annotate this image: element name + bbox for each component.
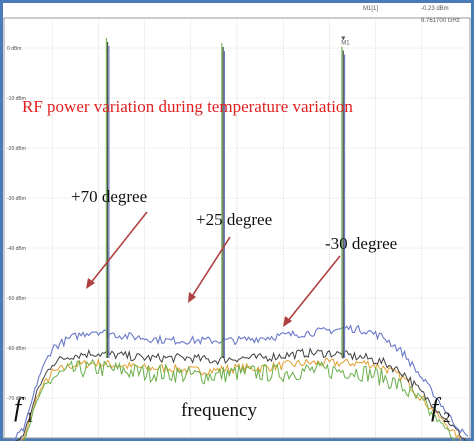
y-tick-label: -10 dBm: [7, 96, 26, 102]
carrier-layer: M1: [105, 36, 350, 358]
marker-tag: M1: [341, 41, 350, 47]
arrow-plus25: [190, 236, 231, 299]
arrow-plus70: [89, 211, 148, 285]
series-line-3: [23, 358, 456, 441]
x-start-letter: f: [14, 393, 25, 422]
y-tick-label: -60 dBm: [7, 346, 26, 352]
y-tick-label: -50 dBm: [7, 296, 26, 302]
y-tick-label: -70 dBm: [7, 396, 26, 402]
y-tick-labels: 0 dBm -10 dBm -20 dBm -30 dBm -40 dBm -50 dBm…: [7, 46, 26, 402]
annotation-minus30: -30 degree: [325, 234, 397, 253]
marker-label: M1[1]: [363, 6, 378, 12]
arrowhead-plus70: [86, 278, 95, 289]
series-line-2: [15, 347, 467, 441]
annotation-arrows: [86, 211, 341, 327]
y-tick-label: -30 dBm: [7, 196, 26, 202]
x-start-subscript: 1: [26, 410, 34, 426]
annotation-plus25: +25 degree: [196, 210, 272, 229]
series-line-1: [9, 323, 469, 441]
marker-level: -0.23 dBm: [421, 6, 449, 12]
y-tick-label: -40 dBm: [7, 246, 26, 252]
chart-title: RF power variation during temperature va…: [22, 97, 353, 116]
marker-frequency: 9.761700 GHz: [421, 18, 460, 24]
x-end-subscript: 2: [443, 410, 451, 426]
x-end-letter: f: [431, 393, 442, 422]
y-tick-label: -20 dBm: [7, 146, 26, 152]
series-line-4: [19, 357, 462, 441]
x-axis-label: frequency: [181, 400, 257, 421]
arrowhead-minus30: [283, 316, 292, 327]
y-tick-label: 0 dBm: [7, 46, 21, 52]
annotation-plus70: +70 degree: [71, 187, 147, 206]
marker-triangle: [341, 36, 346, 41]
arrow-minus30: [286, 255, 341, 323]
arrowhead-plus25: [188, 292, 196, 303]
series-layer: [9, 323, 469, 441]
